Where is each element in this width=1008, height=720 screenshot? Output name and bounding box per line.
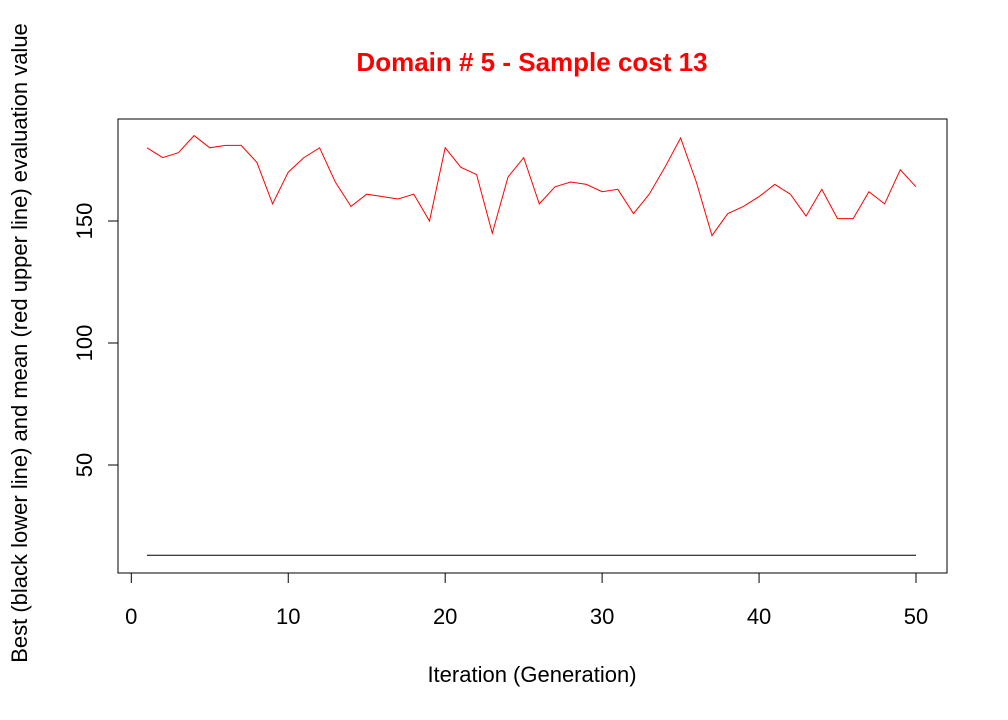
y-axis-label: Best (black lower line) and mean (red up… bbox=[7, 23, 32, 663]
x-tick-label: 50 bbox=[904, 604, 928, 629]
x-tick-label: 40 bbox=[747, 604, 771, 629]
series-layer bbox=[146, 134, 917, 556]
x-axis-label: Iteration (Generation) bbox=[427, 662, 636, 687]
chart-title: Domain # 5 - Sample cost 13 bbox=[356, 47, 707, 77]
y-tick-label: 150 bbox=[72, 203, 97, 240]
x-tick-label: 20 bbox=[433, 604, 457, 629]
series-line-mean bbox=[146, 134, 917, 237]
x-tick-label: 10 bbox=[276, 604, 300, 629]
y-tick-label: 100 bbox=[72, 325, 97, 362]
x-tick-label: 30 bbox=[590, 604, 614, 629]
y-axis: 50 100 150 bbox=[72, 203, 119, 477]
x-tick-label: 0 bbox=[125, 604, 137, 629]
x-axis: 0 10 20 30 40 50 bbox=[125, 572, 928, 629]
plot-area-frame bbox=[117, 118, 948, 574]
y-tick-label: 50 bbox=[72, 453, 97, 477]
